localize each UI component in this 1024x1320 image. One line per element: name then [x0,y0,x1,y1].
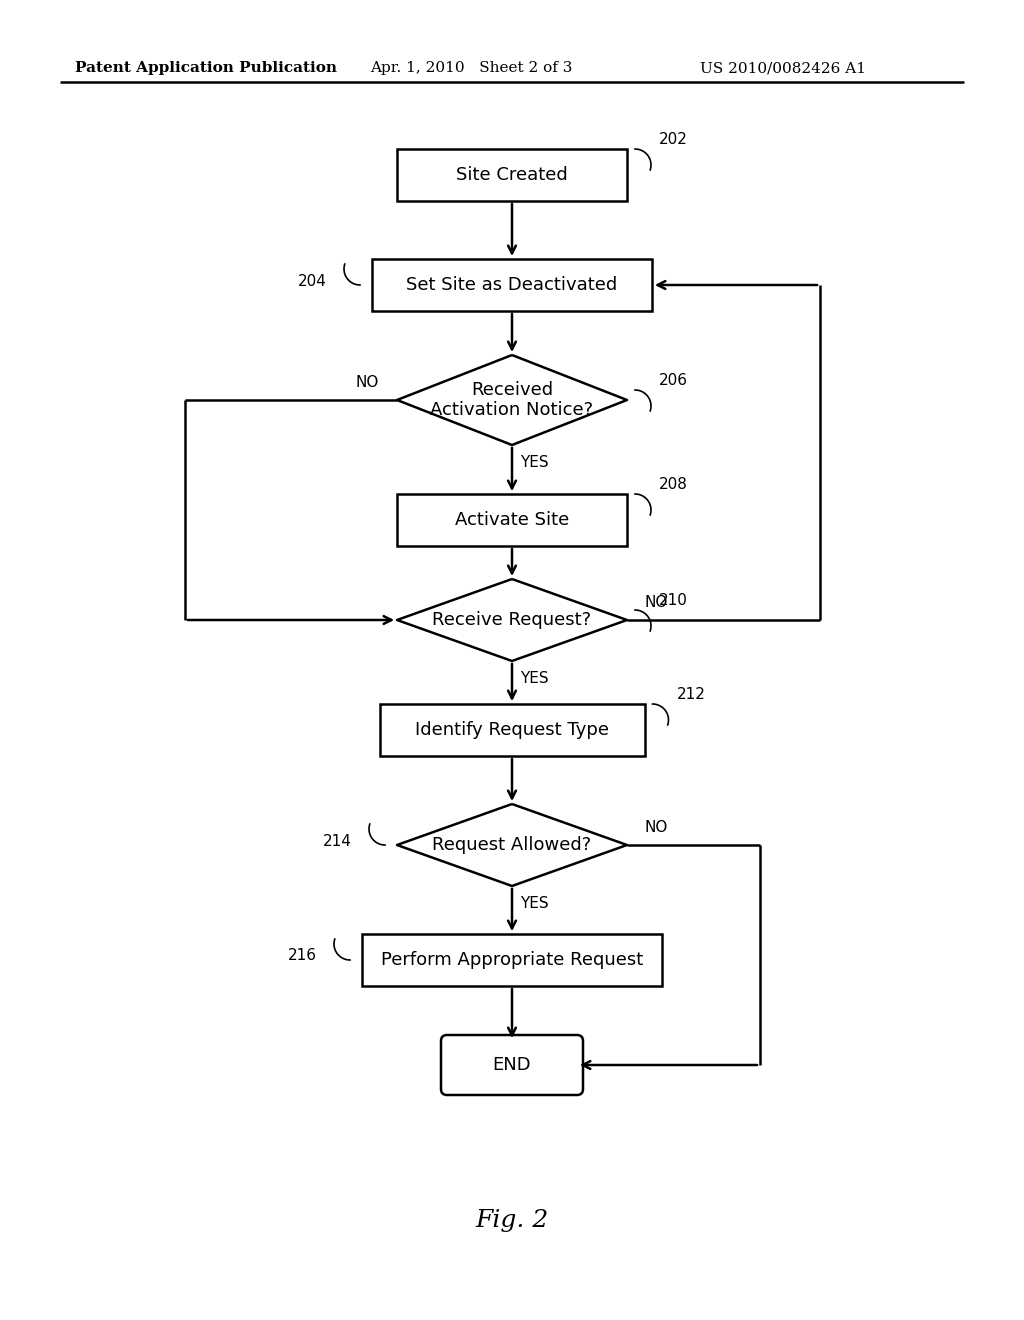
Polygon shape [397,804,627,886]
Text: Identify Request Type: Identify Request Type [415,721,609,739]
Text: 216: 216 [288,949,317,964]
Bar [362,935,662,986]
Text: Fig. 2: Fig. 2 [475,1209,549,1232]
Text: NO: NO [645,820,669,836]
Text: 204: 204 [298,273,327,289]
Text: 202: 202 [659,132,688,147]
Text: 210: 210 [659,593,688,609]
Text: US 2010/0082426 A1: US 2010/0082426 A1 [700,61,866,75]
Text: NO: NO [645,595,669,610]
Text: Site Created: Site Created [456,166,568,183]
Bar [397,149,627,201]
Text: Received
Activation Notice?: Received Activation Notice? [430,380,594,420]
Bar [372,259,652,312]
Text: Receive Request?: Receive Request? [432,611,592,630]
Text: 206: 206 [659,374,688,388]
Text: YES: YES [520,455,549,470]
Polygon shape [397,355,627,445]
Text: Apr. 1, 2010   Sheet 2 of 3: Apr. 1, 2010 Sheet 2 of 3 [370,61,572,75]
Text: YES: YES [520,671,549,686]
Text: Activate Site: Activate Site [455,511,569,529]
Bar [397,494,627,546]
Text: 214: 214 [324,833,352,849]
Text: END: END [493,1056,531,1074]
Text: Patent Application Publication: Patent Application Publication [75,61,337,75]
Text: 208: 208 [659,477,688,492]
Text: Perform Appropriate Request: Perform Appropriate Request [381,950,643,969]
Text: Request Allowed?: Request Allowed? [432,836,592,854]
Text: NO: NO [355,375,379,389]
FancyBboxPatch shape [441,1035,583,1096]
Text: YES: YES [520,896,549,911]
Polygon shape [397,579,627,661]
Text: Set Site as Deactivated: Set Site as Deactivated [407,276,617,294]
Text: 212: 212 [677,686,706,702]
Bar [380,704,644,756]
